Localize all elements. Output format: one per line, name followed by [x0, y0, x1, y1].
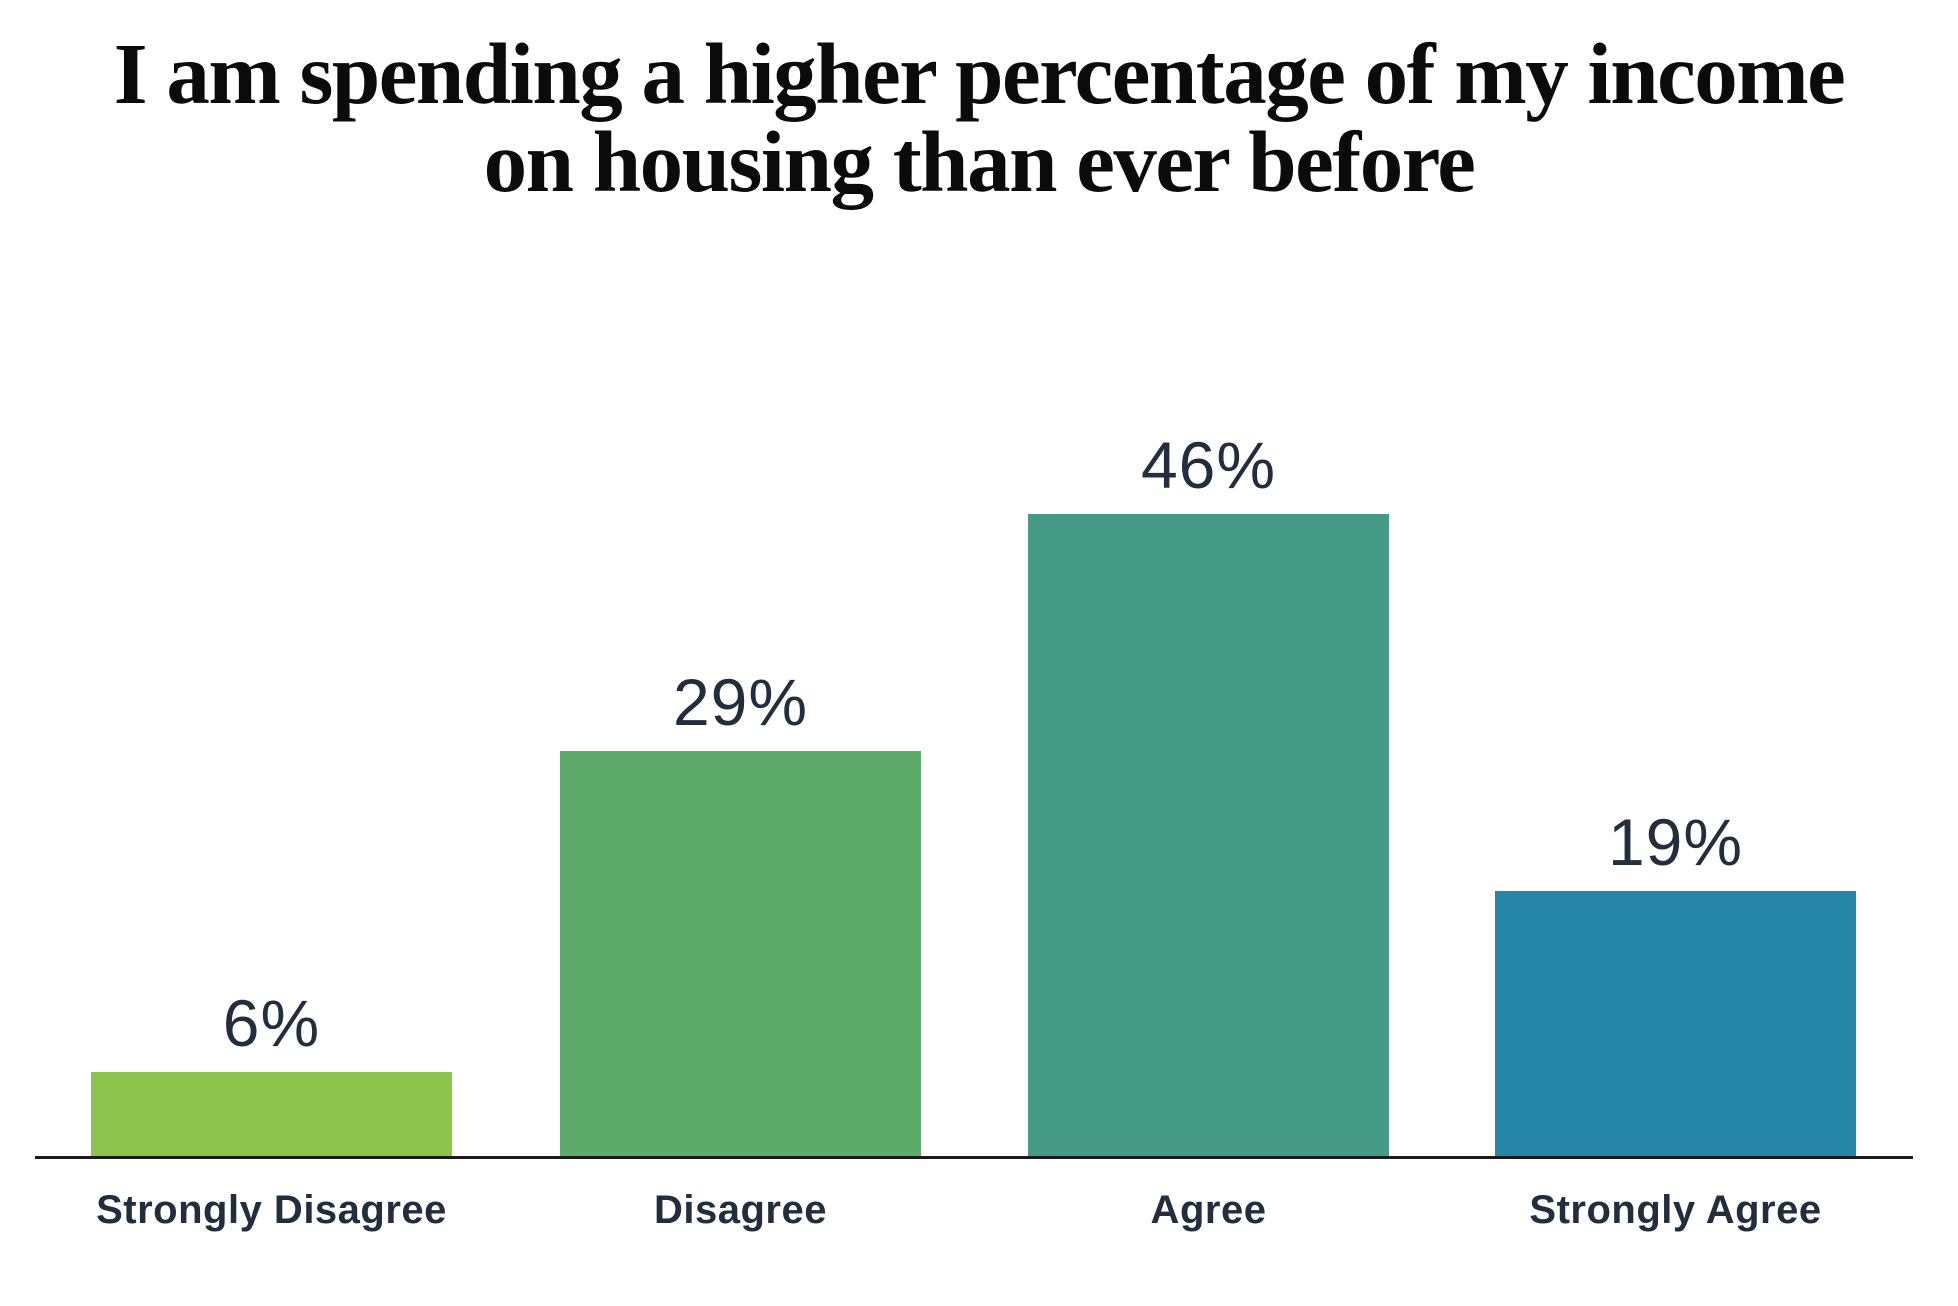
- chart-title: I am spending a higher percentage of my …: [0, 30, 1958, 206]
- bar-group-strongly-agree: 19%: [1495, 809, 1856, 1156]
- value-label-strongly-agree: 19%: [1607, 805, 1744, 879]
- category-label-strongly-agree: Strongly Agree: [1529, 1188, 1822, 1232]
- bar-strongly-agree: [1495, 891, 1856, 1156]
- category-label-disagree: Disagree: [654, 1188, 827, 1232]
- bar-disagree: [560, 751, 921, 1156]
- bar-group-strongly-disagree: 6%: [91, 990, 452, 1156]
- value-label-agree: 46%: [1140, 428, 1277, 502]
- bar-group-disagree: 29%: [560, 669, 921, 1156]
- value-label-strongly-disagree: 6%: [222, 986, 321, 1060]
- chart-title-line-1: I am spending a higher percentage of my …: [113, 25, 1846, 122]
- bar-group-agree: 46%: [1028, 432, 1389, 1156]
- category-label-strongly-disagree: Strongly Disagree: [96, 1188, 447, 1232]
- bar-agree: [1028, 514, 1389, 1156]
- category-label-agree: Agree: [1150, 1188, 1267, 1232]
- value-label-disagree: 29%: [672, 665, 809, 739]
- chart-title-line-2: on housing than ever before: [483, 113, 1476, 210]
- bar-strongly-disagree: [91, 1072, 452, 1156]
- x-axis-line: [35, 1156, 1913, 1159]
